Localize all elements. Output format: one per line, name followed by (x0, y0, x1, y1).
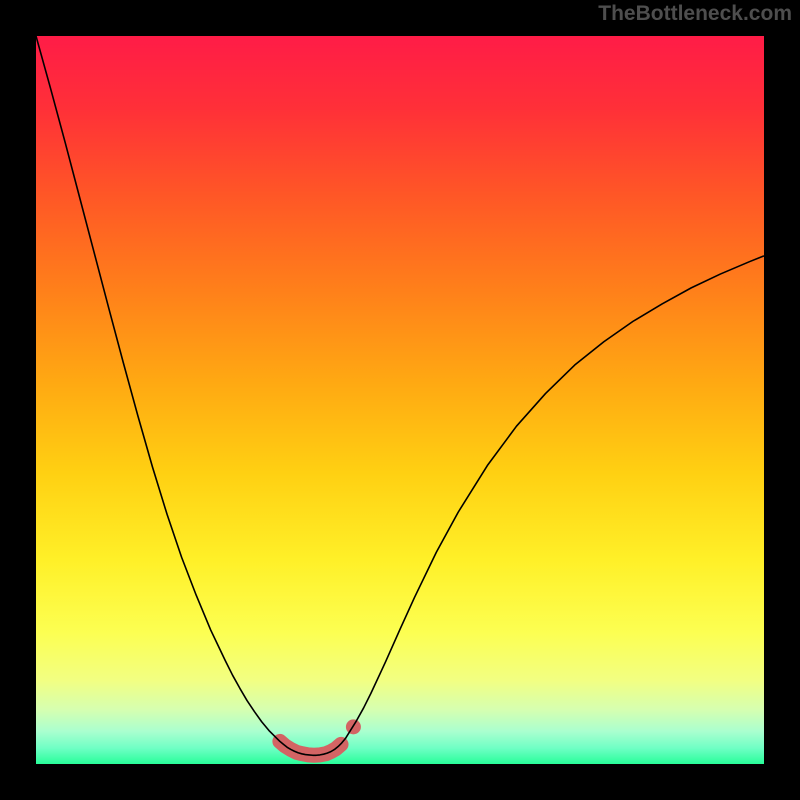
bottleneck-chart (0, 0, 800, 800)
chart-stage: TheBottleneck.com (0, 0, 800, 800)
plot-background (36, 36, 764, 764)
watermark-text: TheBottleneck.com (598, 2, 792, 26)
